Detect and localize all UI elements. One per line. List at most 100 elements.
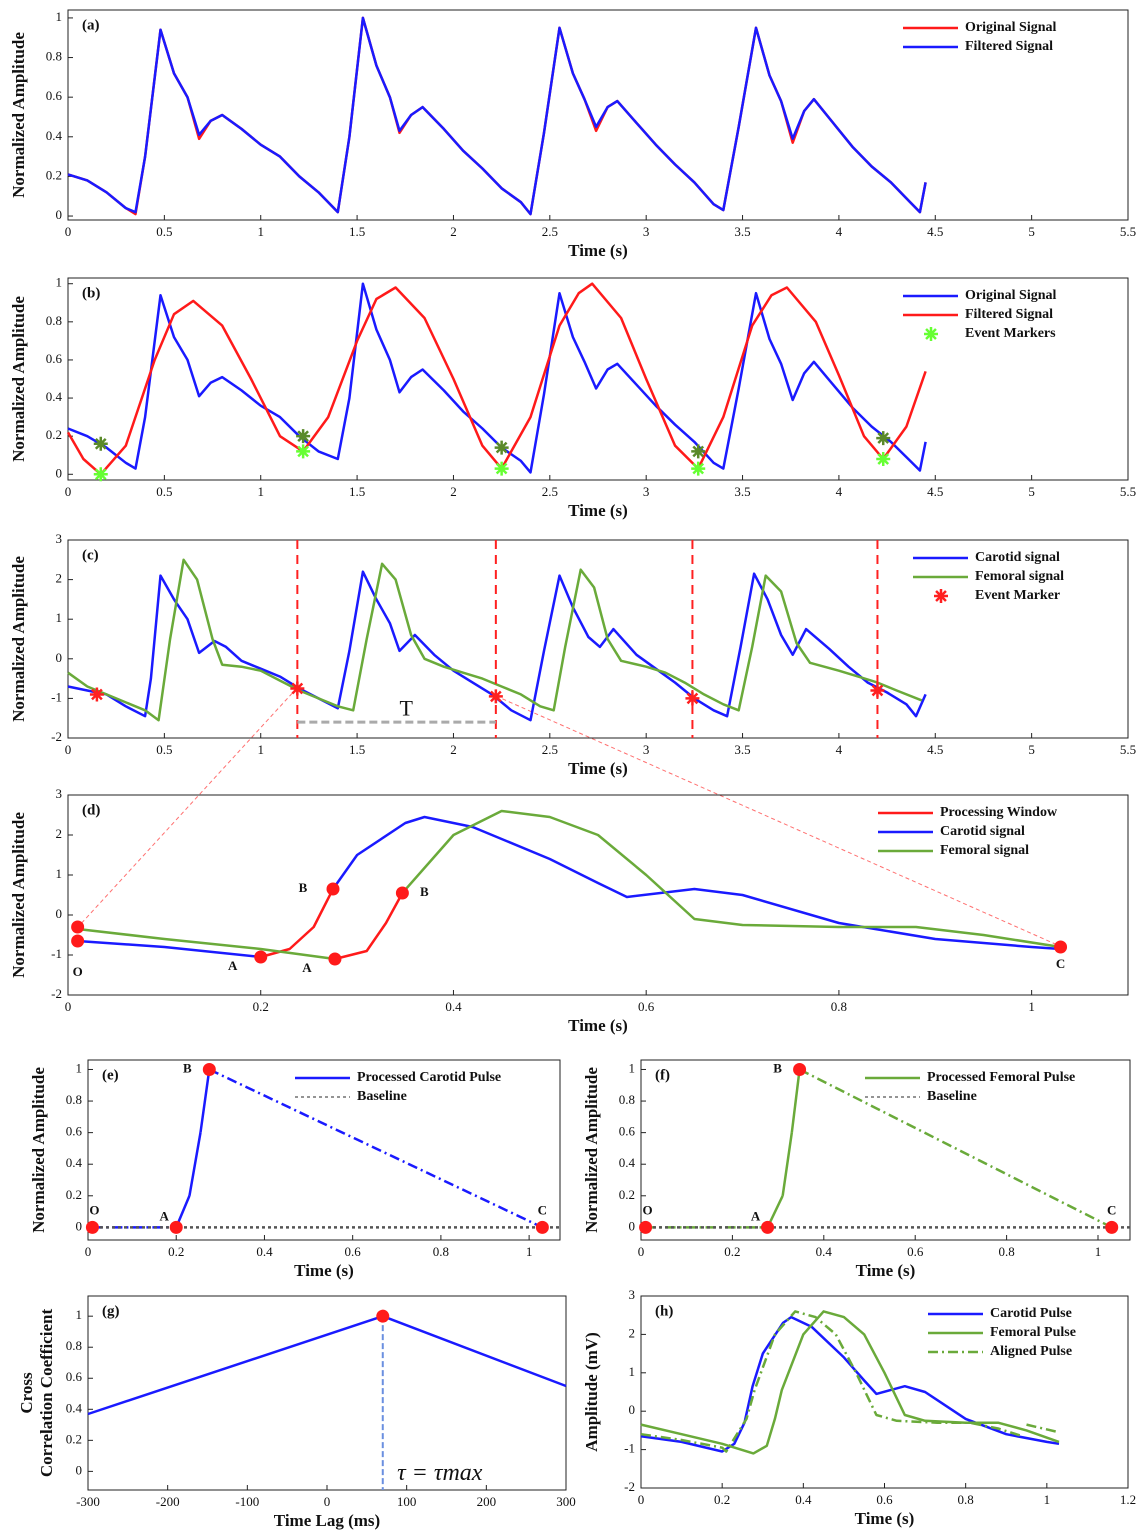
legend-label: Original Signal [965,20,1057,35]
x-tick-label: 0.5 [156,742,172,757]
x-tick-label: 1 [257,224,264,239]
plot-frame [67,539,1129,739]
event-marker [691,461,706,476]
series [66,282,927,476]
key-point [254,950,268,964]
x-tick-label: 1 [257,484,264,499]
x-tick-label: 0.6 [638,999,655,1014]
series [77,815,1061,959]
x-tick-label: 5.5 [1120,484,1136,499]
y-tick-label: 1 [629,1364,636,1379]
x-tick-label: 2 [450,742,457,757]
series-segment [208,1068,543,1229]
y-tick-label: -2 [51,729,62,744]
x-tick-label: 0.4 [795,1492,812,1507]
zoom-guide [77,687,298,928]
series [67,570,927,722]
key-point [85,1220,99,1234]
plot-frame [67,277,1129,481]
series-line [67,570,927,722]
y-tick-label: -1 [51,946,62,961]
x-tick-label: 1 [257,742,264,757]
legend-label: Femoral Pulse [990,1325,1076,1340]
key-point [639,1220,653,1234]
x-tick-label: 0.6 [876,1492,893,1507]
event-marker [290,681,305,696]
series-line [67,558,923,722]
point-label: B [420,884,429,899]
series [640,1310,1060,1453]
y-tick-label: 2 [56,826,63,841]
x-tick-label: 4 [836,484,843,499]
legend-label: Processed Carotid Pulse [357,1070,501,1085]
panel-label: (a) [82,17,100,33]
x-tick-label: 4.5 [927,742,943,757]
y-tick-label: 0.6 [66,1124,83,1139]
x-tick-label: -200 [156,1494,180,1509]
x-tick-label: 1 [1095,1244,1102,1259]
x-tick-label: 0.2 [168,1244,184,1259]
key-point [71,934,85,948]
x-tick-label: 4 [836,742,843,757]
x-tick-label: 1.5 [349,224,365,239]
series-line [77,815,1061,959]
x-tick-label: 3 [643,742,650,757]
x-tick-label: 1.5 [349,742,365,757]
x-tick-label: 0 [65,999,72,1014]
y-tick-label: 0.6 [619,1124,636,1139]
point-label: B [299,880,308,895]
y-tick-label: 0.4 [619,1155,636,1170]
x-tick-label: 5 [1028,484,1035,499]
y-tick-label: 0.4 [66,1400,83,1415]
x-tick-label: 5 [1028,742,1035,757]
y-tick-label: 0 [76,1218,83,1233]
series-line [640,1310,1060,1455]
y-tick-label: 0.8 [619,1092,635,1107]
series-line [67,16,927,216]
y-tick-label: 3 [56,786,63,801]
x-tick-label: 0.2 [724,1244,740,1259]
x-axis-label: Time Lag (ms) [274,1511,380,1530]
x-tick-label: 4.5 [927,484,943,499]
x-axis-label: Time (s) [568,501,628,520]
series-segment [188,1132,202,1197]
x-tick-label: 0.5 [156,224,172,239]
x-tick-label: 0.5 [156,484,172,499]
series-line [260,888,404,961]
x-tick-label: 2.5 [542,224,558,239]
x-tick-label: 1 [1028,999,1035,1014]
event-marker [93,467,108,482]
x-tick-label: -300 [76,1494,100,1509]
point-label: A [751,1208,761,1223]
point-label: C [538,1202,547,1217]
x-tick-label: 0.2 [253,999,269,1014]
panel-label: (e) [102,1067,119,1083]
x-tick-label: 0 [65,484,72,499]
y-tick-label: 0 [76,1462,83,1477]
series [260,888,404,961]
key-point [169,1220,183,1234]
event-marker [870,683,885,698]
plot-frame [67,794,1129,996]
y-tick-label: 0 [56,465,63,480]
legend-label: Event Marker [975,588,1060,603]
x-tick-label: 100 [397,1494,417,1509]
y-tick-label: 0.8 [46,313,62,328]
y-tick-label: 0 [56,650,63,665]
event-marker [876,431,891,446]
x-tick-label: 0.8 [998,1244,1014,1259]
legend-label: Processing Window [940,805,1058,820]
key-point [71,920,85,934]
event-marker [89,687,104,702]
legend-label: Filtered Signal [965,307,1053,322]
y-tick-label: 2 [629,1325,636,1340]
key-point [328,952,342,966]
legend-label: Filtered Signal [965,39,1053,54]
event-marker [691,444,706,459]
key-point [761,1220,775,1234]
legend-label: Femoral signal [940,843,1029,858]
y-tick-label: 1 [56,610,63,625]
y-tick-label: 0.2 [619,1187,635,1202]
plot-frame [67,9,1129,221]
